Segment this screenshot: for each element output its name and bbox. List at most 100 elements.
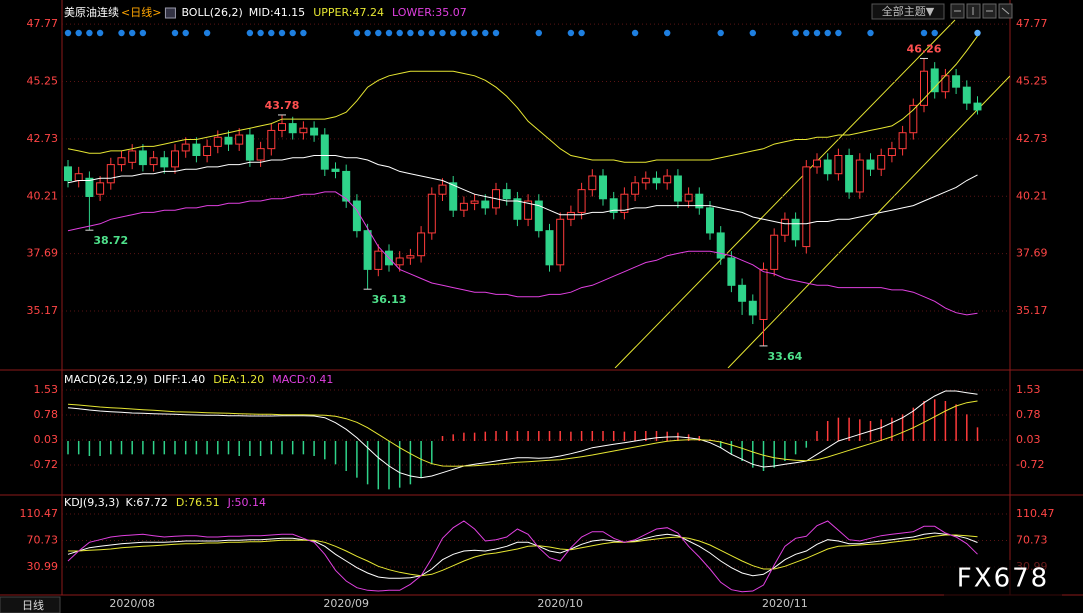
legend-label: 美原油连续 [64,5,119,19]
candle-body [171,150,179,168]
trend-line [614,19,956,368]
candle-body [481,200,490,209]
signal-dot [353,29,361,37]
trend-line [727,75,1010,368]
theme-button-label[interactable]: 全部主题▼ [882,4,935,18]
candle-body [278,123,286,131]
y-tick-label: 35.17 [27,304,59,317]
candle-body [342,170,351,202]
candle-body [374,250,383,270]
candle-body [962,86,971,104]
signal-dot [535,29,542,37]
watermark: FX678 [957,564,1049,594]
y-tick-label: 45.25 [27,74,59,87]
candle-body [192,143,201,156]
candle-body [64,166,72,182]
panel-plot [62,23,1010,346]
line-series [67,35,978,163]
candle-body [952,75,961,88]
candle-body [149,157,158,166]
toolbar[interactable]: 全部主题▼ [871,3,1013,20]
extreme-label: 38.72 [93,234,128,247]
y-tick-label: 0.03 [1016,433,1041,446]
trend-channel [614,19,1010,368]
candle-body [577,189,586,213]
candle-body [85,177,94,197]
candle-body [74,173,83,182]
y-tick-label: 37.69 [1016,247,1048,260]
period-tab[interactable] [0,596,61,613]
period-tab-label[interactable]: 日线 [22,598,44,612]
candle-body [855,159,864,193]
candle-body [320,134,329,170]
signal-dot [824,29,831,37]
candle-body [106,164,115,184]
candle-body [245,134,254,161]
signal-dot [792,29,799,37]
signal-dot [171,29,179,37]
signal-dot [385,29,393,37]
candle-body [641,177,650,184]
signal-dot [835,29,842,37]
indicator-icon [164,7,176,19]
y-tick-label: 42.73 [27,132,59,145]
signal-dot [375,29,382,37]
y-tick-label: 1.53 [1016,383,1041,396]
candle-body [438,184,447,195]
legend-label: MACD(26,12,9) [64,373,148,386]
signal-dot [118,29,125,37]
extreme-label: 46.26 [907,42,942,55]
candle-body [160,157,169,168]
candle-body [877,154,886,170]
candle-body [716,232,725,259]
watermark-box [944,560,1062,596]
y-tick-label: 0.03 [34,433,59,446]
candle-body [673,175,682,202]
candle-body [609,198,618,213]
candle-body [920,70,928,106]
signal-dot [417,29,425,37]
candle-body [534,200,543,232]
candle-body [502,189,511,200]
line-series [67,155,978,225]
candle-body [845,154,854,193]
line-series [67,191,978,316]
y-tick-label: 40.21 [1016,189,1048,202]
signal-dot [182,29,189,37]
candle-body [770,234,779,270]
candle-body [117,157,126,166]
candle-body [406,255,415,259]
candle-body [620,193,629,213]
x-tick-label: 2020/10 [537,597,583,610]
signal-dot [867,29,874,37]
legend-label: DIFF:1.40 [154,373,206,386]
y-tick-label: 40.21 [27,189,59,202]
candle-body [909,104,918,134]
candle-body [513,198,522,220]
y-tick-label: 30.99 [27,560,59,573]
theme-button[interactable] [871,3,945,20]
candle-body [599,175,607,200]
legend-label: DEA:1.20 [213,373,264,386]
x-tick-label: 2020/08 [109,597,155,610]
candle-body [224,136,233,145]
legend-label: UPPER:47.24 [313,6,384,19]
candle-body [706,207,714,234]
legend-label: BOLL(26,2) [181,6,242,19]
signal-dot [492,29,500,37]
candle-body [96,182,105,195]
signal-dot [139,29,147,37]
signal-dot [974,29,981,37]
candle-body [759,268,768,320]
y-tick-label: 110.47 [1016,507,1055,520]
candle-body [213,136,222,147]
legend-label: MACD:0.41 [272,373,333,386]
candle-body [898,132,907,150]
signal-dot [246,29,254,37]
signal-dot [439,29,446,37]
signal-dot [717,29,724,37]
candle-body [181,143,190,152]
candle-body [791,218,800,241]
legend-label: K:67.72 [126,496,168,509]
